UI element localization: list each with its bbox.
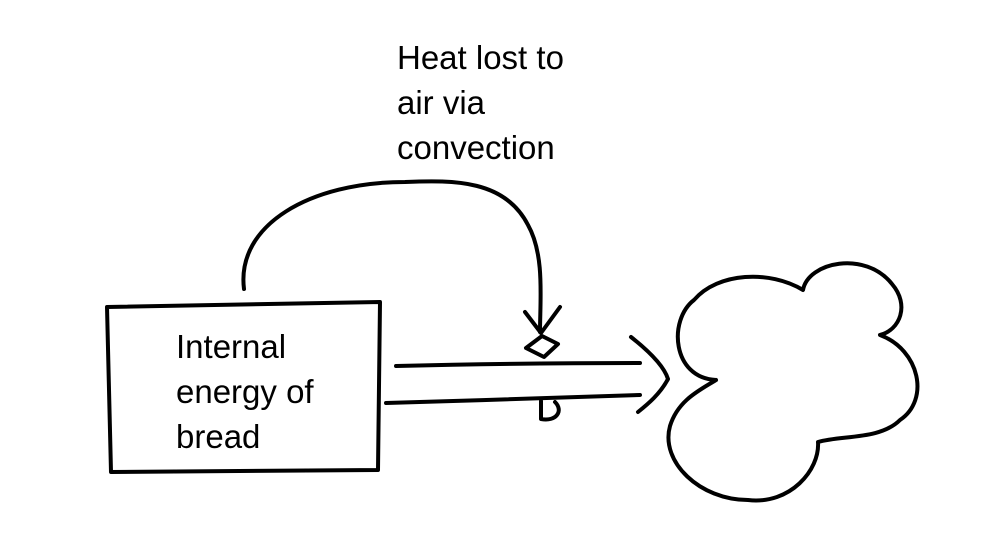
flow-label: Heat lost to air via convection [397,39,564,166]
connector-arrowhead [523,305,562,335]
stock-label: Internal energy of bread [176,328,314,455]
flow-arrowhead [629,335,670,414]
flow-pipe-bottom [384,393,642,405]
valve-icon [524,334,560,359]
flow-marker [539,399,561,422]
flow-pipe-top [394,361,642,368]
connector-arrow [241,179,543,334]
cloud-sink-icon [666,261,920,503]
stock-box [105,300,382,474]
